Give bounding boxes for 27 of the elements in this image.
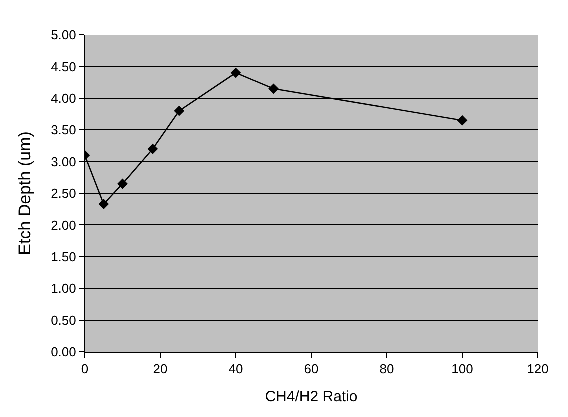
y-tick-label: 5.00 <box>51 28 76 43</box>
y-tick-label: 1.00 <box>51 281 76 296</box>
x-tick-label: 0 <box>81 362 89 377</box>
y-tick-label: 3.50 <box>51 122 76 138</box>
y-tick-label: 2.00 <box>51 218 76 233</box>
y-axis-title: Etch Depth (um) <box>16 132 35 256</box>
point <box>230 68 242 78</box>
y-tick-label: 2.50 <box>51 186 76 202</box>
x-tick-label: 20 <box>153 362 168 377</box>
y-tick-label: 3.00 <box>51 154 76 170</box>
y-tick-label: 0.50 <box>51 312 76 328</box>
point <box>174 106 185 116</box>
x-axis-title: CH4/H2 Ratio <box>265 388 358 406</box>
x-tick-label: 80 <box>380 362 394 377</box>
x-tick-label: 100 <box>452 362 474 377</box>
y-tick-label: 1.50 <box>51 249 76 264</box>
y-tick-label: 4.50 <box>51 59 76 74</box>
point <box>457 115 468 126</box>
point <box>118 178 128 190</box>
y-tick-label: 0.00 <box>51 344 76 360</box>
point <box>268 84 279 94</box>
x-tick-label: 120 <box>527 362 549 377</box>
x-tick-label: 60 <box>304 362 319 377</box>
point <box>148 144 158 154</box>
point <box>98 199 110 210</box>
y-tick-label: 4.00 <box>51 90 76 106</box>
x-tick-label: 40 <box>228 362 244 377</box>
